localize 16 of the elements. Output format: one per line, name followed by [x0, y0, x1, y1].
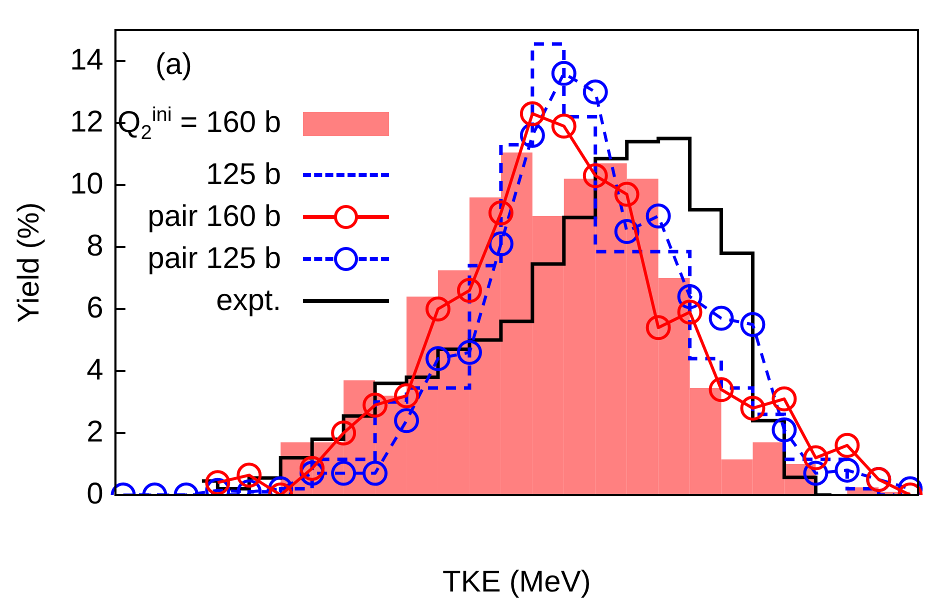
- y-tick-label: 12: [70, 105, 104, 138]
- legend-label: pair 125 b: [146, 241, 282, 277]
- x-axis-title: TKE (MeV): [442, 565, 591, 598]
- y-axis-title: Yield (%): [12, 202, 46, 323]
- legend-label: 125 b: [205, 157, 282, 193]
- y-tick-label: 0: [86, 477, 104, 510]
- legend-label: pair 160 b: [146, 199, 282, 235]
- legend-label: Q$_{2}$$^{ini}$ = 160 b: [117, 103, 282, 146]
- annotation: (a): [155, 48, 192, 82]
- y-tick-label: 6: [86, 291, 104, 324]
- y-tick-label: 2: [86, 415, 104, 448]
- y-tick-label: 4: [86, 353, 104, 386]
- y-tick-label: 8: [86, 229, 104, 262]
- legend-label: expt.: [215, 283, 282, 319]
- y-tick-label: 10: [70, 167, 104, 200]
- y-tick-label: 14: [70, 43, 104, 76]
